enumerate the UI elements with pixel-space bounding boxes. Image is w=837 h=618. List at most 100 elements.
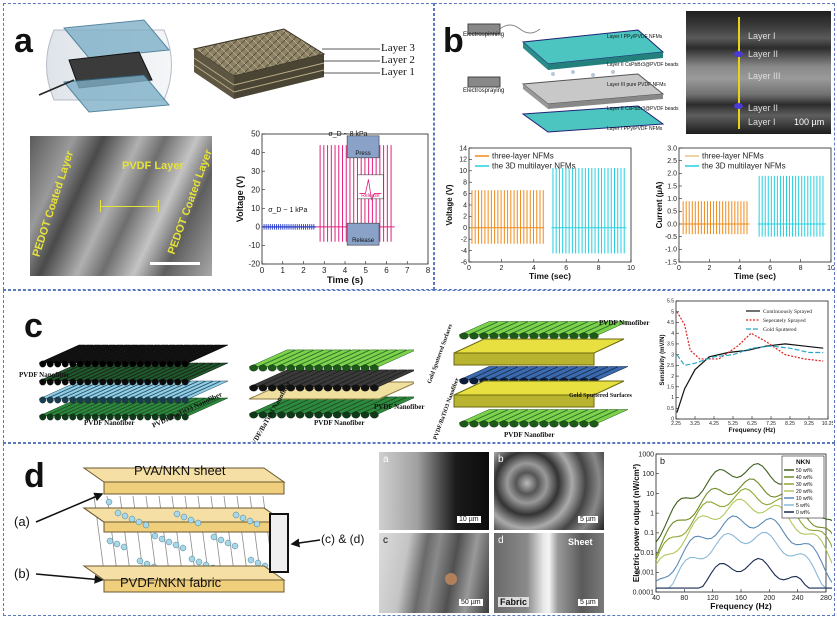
c1-bottom-fiber-end — [151, 413, 159, 421]
sem-layer-2: Layer III — [748, 71, 781, 81]
c3-bottom-fiber-end — [549, 420, 559, 428]
d-nkn-particle — [120, 543, 128, 551]
c3-top-fiber-end — [569, 332, 579, 340]
c2-mid-fiber-end — [360, 384, 370, 392]
panel-c-label: c — [24, 307, 43, 345]
dp-legend-label: 50 wt% — [796, 468, 813, 474]
c3-top-fiber-end — [509, 332, 519, 340]
bc-ytick-label: 1.5 — [667, 183, 677, 190]
sem-b-scale: 5 µm — [578, 516, 598, 523]
c2-mid-fiber-end — [258, 384, 268, 392]
c3-mid-fiber-end — [459, 377, 469, 385]
c1-mid-fiber-end — [136, 396, 144, 404]
c1-mid-fiber-end — [159, 396, 167, 404]
c1-top-fiber-end — [84, 378, 92, 386]
c1-bottom-fiber-end — [166, 413, 174, 421]
c2-bottom-fiber-end — [332, 411, 342, 419]
dp-legend-label: 5 wt% — [796, 503, 810, 509]
cp-ytick-label: 2 — [671, 374, 674, 380]
c1-bottom-fiber-end — [61, 413, 69, 421]
c1-top-fiber-end — [114, 378, 122, 386]
c2-bottom-fiber-end — [249, 411, 258, 419]
d-nkn-particle — [128, 515, 136, 523]
dp-series-5 — [656, 532, 832, 589]
bc-ytick-label: 3.0 — [667, 145, 677, 152]
panel-c-diagram-3 — [453, 321, 629, 428]
c2-bottom-fiber-end — [314, 411, 323, 419]
c3-top-fiber-end — [469, 332, 479, 340]
callout-a: (a) — [14, 514, 30, 529]
dp-ytick-label: 1 — [650, 510, 654, 517]
a-xtick-label: 5 — [364, 266, 369, 275]
bv-ytick-label: -4 — [461, 248, 467, 255]
d-nkn-particle — [195, 558, 203, 566]
c3-label-1: PVDF Nanofiber — [599, 319, 650, 327]
c2-label-2: PVDF Nanofiber — [374, 403, 425, 411]
cp-ytick-label: 4.5 — [667, 320, 674, 326]
c2-top-fiber-end — [342, 364, 351, 372]
a-frame — [261, 133, 429, 265]
bc-ylabel: Current (µA) — [655, 181, 664, 228]
c2-top-fiber-end — [370, 364, 379, 372]
pvdf-fabric-label: PVDF/NKN fabric — [120, 575, 222, 590]
bv-ytick-label: 6 — [463, 191, 467, 198]
c1-top-fiber-end — [69, 378, 77, 386]
c1-cap-fiber-end — [106, 360, 114, 368]
dp-xtick-label: 40 — [652, 595, 660, 602]
c3-bottom-fiber-end — [589, 420, 599, 428]
a-ytick-label: 20 — [251, 185, 260, 194]
bc-ytick-label: 2.5 — [667, 158, 677, 165]
c3-top-fiber-end — [489, 332, 499, 340]
dp-xtick-label: 200 — [763, 595, 775, 602]
c2-bottom-fiber-end — [295, 411, 305, 419]
c3-bottom-fiber-end — [499, 420, 509, 428]
dp-series-1 — [655, 478, 832, 557]
d-nkn-particle — [194, 519, 202, 527]
c2-bottom-fiber-end — [360, 411, 370, 419]
a-ylabel: Voltage (V) — [235, 176, 245, 222]
a-xtick-label: 2 — [301, 266, 306, 275]
d-nkn-particle — [142, 521, 150, 529]
c2-top-fiber-end — [314, 364, 323, 372]
d-nkn-particle — [246, 517, 254, 525]
bv-ytick-label: 14 — [459, 145, 467, 152]
sem-c-letter: c — [383, 535, 388, 546]
a-inset-release-1: Release — [361, 193, 380, 199]
c3-bottom-fiber-end — [519, 420, 529, 428]
cp-xtick-label: 7.25 — [766, 421, 776, 427]
bv-xtick-label: 10 — [627, 265, 635, 272]
c2-top-fiber-end — [305, 364, 314, 372]
c1-mid-fiber-end — [151, 396, 159, 404]
c1-top-fiber-end — [144, 378, 152, 386]
c1-bottom-fiber-end — [91, 413, 99, 421]
panel-a-voltage-plot: 0 1 2 3 4 5 6 7 8 -20 -10 0 10 20 30 40 50 Time (s) Voltag… — [235, 130, 431, 286]
bv-xtick-label: 8 — [597, 265, 601, 272]
sem-c: c 50 µm — [379, 533, 489, 613]
c1-cap-fiber-end — [136, 360, 144, 368]
c1-cap-fiber-end — [39, 360, 47, 368]
a-inset-release-label: Release — [352, 238, 375, 244]
a-inset-trace-line — [359, 179, 382, 201]
a-xtick-label: 0 — [260, 266, 265, 275]
d-nkn-particle — [187, 516, 195, 524]
c1-top-fiber-end — [166, 378, 174, 386]
c2-bottom-fiber-end — [351, 411, 361, 419]
sem-a-scale: 10 µm — [457, 516, 481, 523]
c1-top-fiber-end — [99, 378, 107, 386]
a-ytick-label: 10 — [251, 204, 260, 213]
scale-bar — [150, 262, 200, 265]
c3-bottom-fiber-end — [569, 420, 579, 428]
c3-top-fiber-end — [459, 332, 469, 340]
c1-label-1: PVDF Nanofiber — [84, 419, 135, 427]
dp-xlabel: Frequency (Hz) — [710, 601, 772, 611]
c1-top-fiber-end — [151, 378, 159, 386]
bc-xtick-label: 0 — [677, 265, 681, 272]
layer-1-label: Layer 1 — [381, 66, 415, 78]
sem-d-letter: d — [498, 535, 504, 546]
c1-bottom-fiber-end — [76, 413, 84, 421]
c2-bottom-fiber-end — [370, 411, 379, 419]
panel-d-stack-diagram — [82, 467, 289, 593]
d-nkn-particle — [136, 557, 144, 565]
dp-series-4 — [655, 515, 832, 584]
c2-mid-fiber-end — [351, 384, 361, 392]
